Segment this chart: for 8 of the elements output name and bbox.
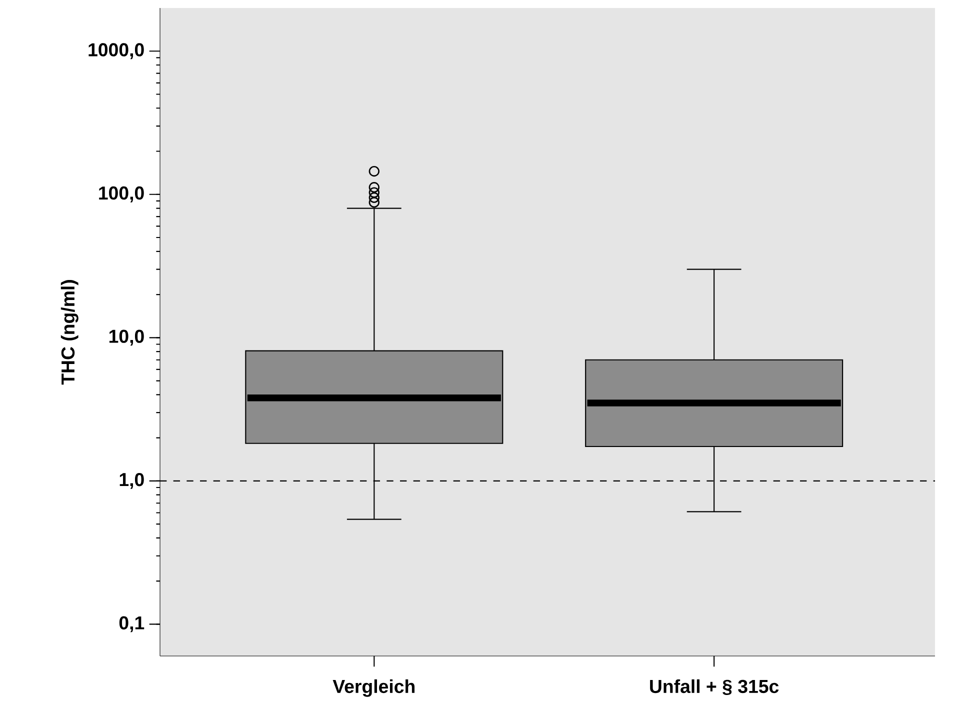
y-axis-title: THC (ng/ml) (60, 280, 78, 385)
x-tick-label: Unfall + § 315c (650, 679, 779, 695)
y-tick-label: 1,0 (120, 472, 144, 489)
y-tick-label: 10,0 (109, 330, 144, 346)
y-tick-label: 100,0 (99, 186, 144, 202)
y-tick-label: 1000,0 (88, 43, 144, 60)
y-tick-label: 0,1 (119, 616, 144, 632)
x-tick-label: Vergleich (332, 679, 414, 697)
